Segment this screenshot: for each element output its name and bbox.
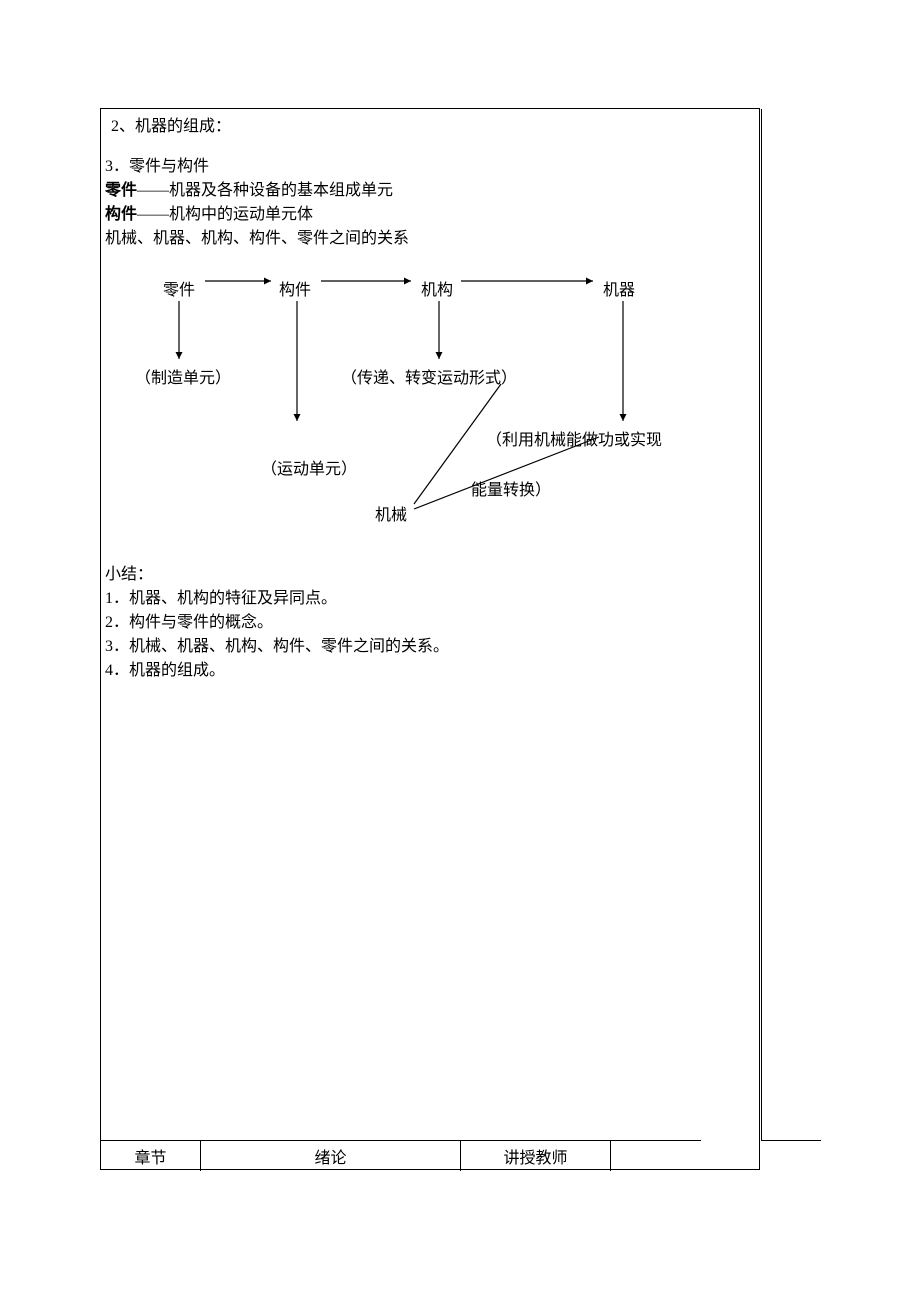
summary-item-2: 2．构件与零件的概念。 [105,611,273,635]
node-chuandi: （传递、转变运动形式） [341,367,517,391]
node-jigou: 机构 [421,279,453,303]
section2-title: 2、机器的组成： [111,115,231,139]
node-jixie: 机械 [375,504,407,528]
relation-line: 机械、机器、机构、构件、零件之间的关系 [105,227,409,251]
main-content: 2、机器的组成： 3．零件与构件 零件——机器及各种设备的基本组成单元 构件——… [101,109,701,1141]
summary-title: 小结： [105,563,153,587]
page: 2、机器的组成： 3．零件与构件 零件——机器及各种设备的基本组成单元 构件——… [0,0,920,1302]
lingjian-label: 零件 [105,182,137,199]
footer-cell-chapter-value: 绪论 [201,1141,461,1171]
footer-cell-teacher-value [611,1141,761,1171]
node-yundong: （运动单元） [261,458,357,482]
node-goujian: 构件 [279,279,311,303]
side-column [761,109,821,1141]
node-jiqi: 机器 [603,279,635,303]
summary-item-4: 4．机器的组成。 [105,659,225,683]
lingjian-def: ——机器及各种设备的基本组成单元 [137,182,393,199]
footer-cell-chapter-label: 章节 [101,1141,201,1171]
footer-cell-teacher-label: 讲授教师 [461,1141,611,1171]
section3-title: 3．零件与构件 [105,155,209,179]
outer-box: 2、机器的组成： 3．零件与构件 零件——机器及各种设备的基本组成单元 构件——… [100,108,760,1170]
footer-table: 章节 绪论 讲授教师 [101,1141,761,1171]
goujian-def: ——机构中的运动单元体 [137,206,313,223]
node-lingjian: 零件 [163,279,195,303]
node-zhizao: （制造单元） [135,367,231,391]
node-liyong2: 能量转换） [471,479,551,503]
goujian-line: 构件——机构中的运动单元体 [105,203,313,227]
summary-item-1: 1．机器、机构的特征及异同点。 [105,587,337,611]
lingjian-line: 零件——机器及各种设备的基本组成单元 [105,179,393,203]
summary-item-3: 3．机械、机器、机构、构件、零件之间的关系。 [105,635,449,659]
node-liyong1: （利用机械能做功或实现 [486,429,662,453]
goujian-label: 构件 [105,206,137,223]
